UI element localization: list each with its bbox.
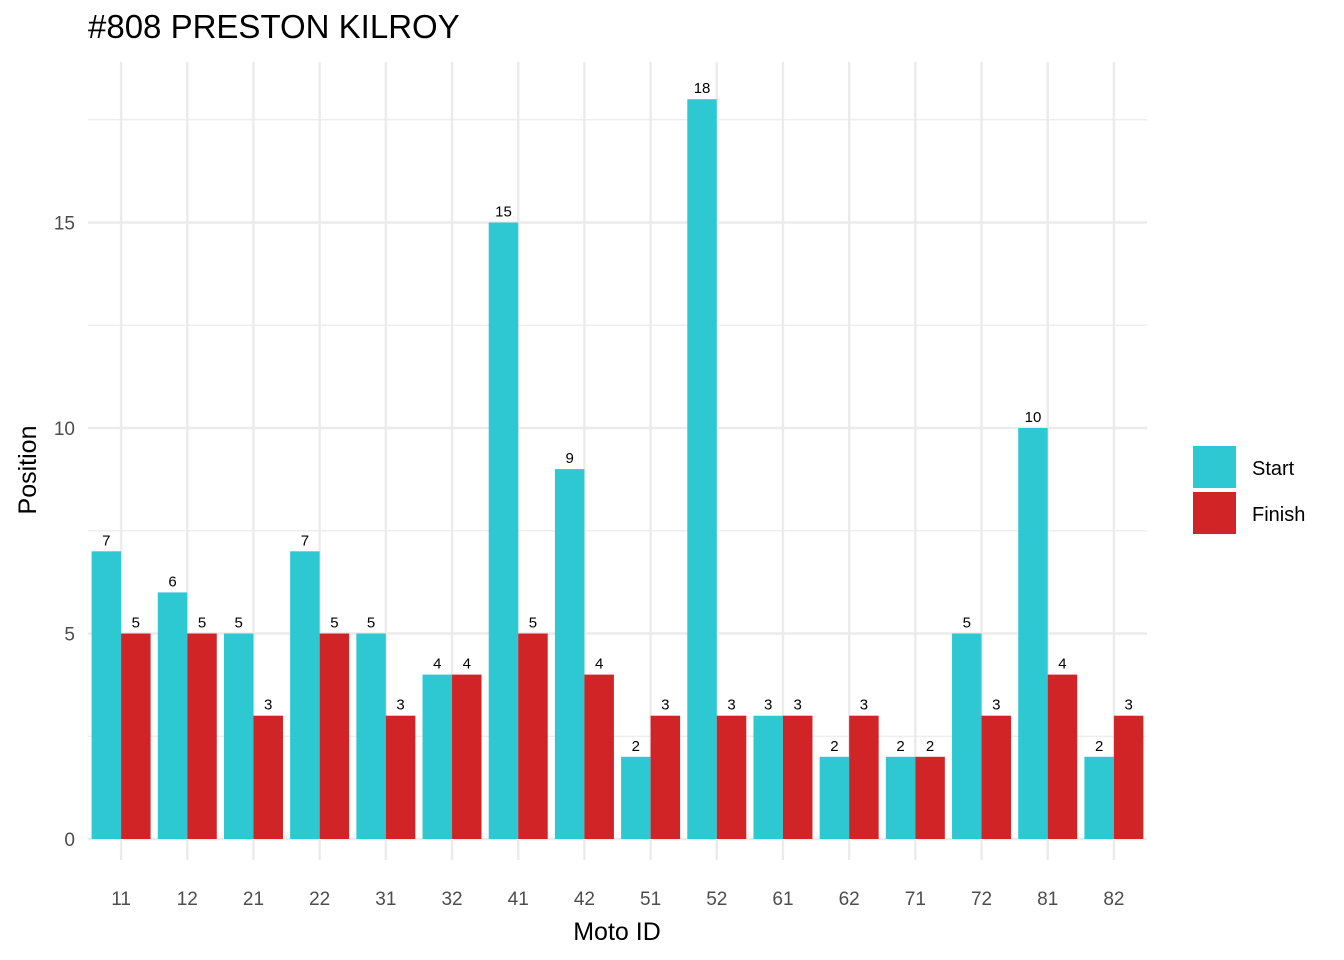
x-tick-label: 31 [375,889,396,910]
data-label: 2 [830,738,838,755]
bar-finish-82 [1113,715,1144,839]
y-tick-label: 15 [54,214,75,235]
x-axis-title: Moto ID [573,918,661,946]
data-label: 5 [330,615,338,632]
bar-finish-11 [121,633,151,839]
y-tick-label: 5 [64,625,75,646]
legend-key-start [1193,446,1236,488]
bar-start-71 [885,756,916,839]
bar-start-32 [422,674,453,839]
legend-key-finish [1193,492,1236,534]
data-label: 6 [168,573,176,590]
bar-finish-62 [849,715,879,839]
x-tick-label: 82 [1103,889,1124,910]
data-label: 5 [529,615,537,632]
legend-label-start: Start [1252,458,1295,480]
data-label: 3 [264,697,272,714]
data-label: 3 [661,697,669,714]
x-tick-label: 52 [706,889,727,910]
data-label: 3 [794,697,802,714]
bar-start-82 [1084,756,1114,839]
bar-finish-61 [782,715,813,839]
bar-start-62 [819,756,850,839]
x-tick-label: 21 [243,889,264,910]
bar-finish-21 [253,715,283,839]
y-axis-title: Position [14,426,42,515]
data-label: 3 [727,697,735,714]
bar-start-81 [1018,428,1048,839]
chart-title: #808 PRESTON KILROY [88,8,460,45]
data-label: 15 [495,204,512,221]
x-tick-label: 72 [971,889,992,910]
data-label: 5 [235,615,243,632]
x-tick-label: 61 [772,889,793,910]
bar-finish-51 [650,715,681,839]
bar-finish-72 [981,715,1012,839]
data-label: 2 [926,738,934,755]
data-label: 3 [396,697,404,714]
data-label: 4 [463,656,471,673]
bar-finish-52 [716,715,747,839]
data-label: 4 [1058,656,1066,673]
x-tick-label: 62 [839,889,860,910]
data-label: 7 [301,532,309,549]
data-label: 7 [102,532,110,549]
x-tick-label: 81 [1037,889,1058,910]
data-label: 9 [565,450,573,467]
bar-finish-32 [452,674,482,839]
x-tick-label: 32 [441,889,462,910]
bar-start-52 [687,99,717,839]
bar-start-41 [488,222,519,839]
x-tick-label: 11 [111,889,131,910]
bar-finish-12 [187,633,217,839]
legend-label-finish: Finish [1252,504,1305,526]
data-label: 4 [433,656,441,673]
x-tick-label: 22 [309,889,330,910]
bar-finish-81 [1047,674,1078,839]
bar-start-12 [157,592,188,839]
x-tick-label: 42 [574,889,595,910]
data-label: 5 [367,615,375,632]
data-label: 2 [632,738,640,755]
bar-start-22 [290,551,320,839]
data-label: 3 [860,697,868,714]
bar-start-51 [621,756,651,839]
bar-finish-22 [319,633,350,839]
bar-finish-42 [584,674,614,839]
data-label: 5 [963,615,971,632]
bar-start-72 [952,633,982,839]
bar-start-11 [91,551,122,839]
bar-start-61 [753,715,783,839]
legend: Start Finish [1193,446,1305,534]
data-label: 10 [1025,409,1042,426]
y-tick-label: 0 [64,830,75,851]
data-label: 3 [764,697,772,714]
data-label: 5 [132,615,140,632]
data-label: 18 [694,80,711,97]
data-label: 5 [198,615,206,632]
data-labels: 7 6 5 7 5 4 15 9 2 18 3 2 2 5 10 2 5 5 3 5 3 4 5 4 3 3 3 3 2 3 4 3 [102,80,1133,755]
x-tick-label: 41 [508,889,529,910]
bar-finish-31 [385,715,416,839]
data-label: 2 [1095,738,1103,755]
bar-finish-71 [915,756,945,839]
bar-start-21 [223,633,254,839]
data-label: 3 [992,697,1000,714]
x-tick-label: 51 [640,889,661,910]
bar-start-31 [356,633,386,839]
bars [91,99,1144,839]
data-label: 2 [896,738,904,755]
y-tick-label: 10 [54,419,75,440]
data-label: 3 [1124,697,1132,714]
x-tick-label: 71 [905,889,926,910]
bar-start-42 [554,469,585,839]
bar-finish-41 [518,633,548,839]
data-label: 4 [595,656,603,673]
x-tick-label: 12 [177,889,198,910]
